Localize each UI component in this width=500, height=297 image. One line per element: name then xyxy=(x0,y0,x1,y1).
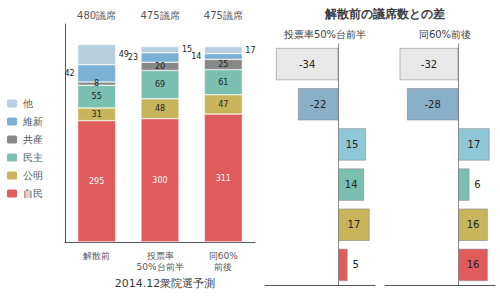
svg-text:55: 55 xyxy=(92,92,102,101)
svg-text:14: 14 xyxy=(345,179,358,190)
svg-text:295: 295 xyxy=(89,177,104,186)
svg-text:8: 8 xyxy=(94,79,99,88)
svg-text:17: 17 xyxy=(245,46,255,55)
svg-text:-34: -34 xyxy=(299,59,315,70)
svg-text:42: 42 xyxy=(64,69,74,78)
svg-text:2014.12衆院選予測: 2014.12衆院選予測 xyxy=(115,277,216,290)
svg-text:6: 6 xyxy=(474,179,480,190)
svg-text:48: 48 xyxy=(155,104,165,113)
svg-text:16: 16 xyxy=(467,259,480,270)
svg-text:475議席: 475議席 xyxy=(204,10,243,21)
svg-text:475議席: 475議席 xyxy=(140,10,179,21)
svg-text:-22: -22 xyxy=(310,99,326,110)
svg-text:同60%: 同60% xyxy=(209,251,238,261)
svg-text:投票率50%台前半: 投票率50%台前半 xyxy=(283,29,366,40)
svg-text:同60%前後: 同60%前後 xyxy=(419,29,471,40)
svg-text:民主: 民主 xyxy=(23,152,43,163)
svg-text:14: 14 xyxy=(191,52,201,61)
svg-text:自民: 自民 xyxy=(23,188,43,199)
svg-text:23: 23 xyxy=(128,53,138,62)
svg-text:61: 61 xyxy=(218,78,228,87)
svg-text:-32: -32 xyxy=(421,59,437,70)
svg-text:50%台前半: 50%台前半 xyxy=(136,262,183,272)
svg-text:300: 300 xyxy=(152,176,167,185)
svg-text:15: 15 xyxy=(346,139,359,150)
svg-text:47: 47 xyxy=(218,100,228,109)
svg-text:維新: 維新 xyxy=(22,116,43,127)
svg-text:他: 他 xyxy=(23,98,33,109)
svg-text:480議席: 480議席 xyxy=(77,10,116,21)
svg-text:解散前: 解散前 xyxy=(83,251,110,261)
svg-text:公明: 公明 xyxy=(23,170,43,181)
svg-text:投票率: 投票率 xyxy=(146,251,174,261)
svg-text:前後: 前後 xyxy=(214,262,232,272)
svg-text:17: 17 xyxy=(468,139,481,150)
svg-text:69: 69 xyxy=(155,80,165,89)
svg-text:-28: -28 xyxy=(424,99,440,110)
svg-text:5: 5 xyxy=(353,259,359,270)
svg-text:共産: 共産 xyxy=(23,134,43,145)
svg-text:25: 25 xyxy=(218,60,228,69)
svg-text:31: 31 xyxy=(92,110,102,119)
svg-text:49: 49 xyxy=(119,50,129,59)
svg-text:16: 16 xyxy=(467,219,480,230)
svg-text:20: 20 xyxy=(155,62,165,71)
svg-text:解散前の議席数との差: 解散前の議席数との差 xyxy=(324,7,445,21)
svg-text:17: 17 xyxy=(348,219,361,230)
svg-text:311: 311 xyxy=(216,174,231,183)
svg-text:15: 15 xyxy=(182,45,192,54)
